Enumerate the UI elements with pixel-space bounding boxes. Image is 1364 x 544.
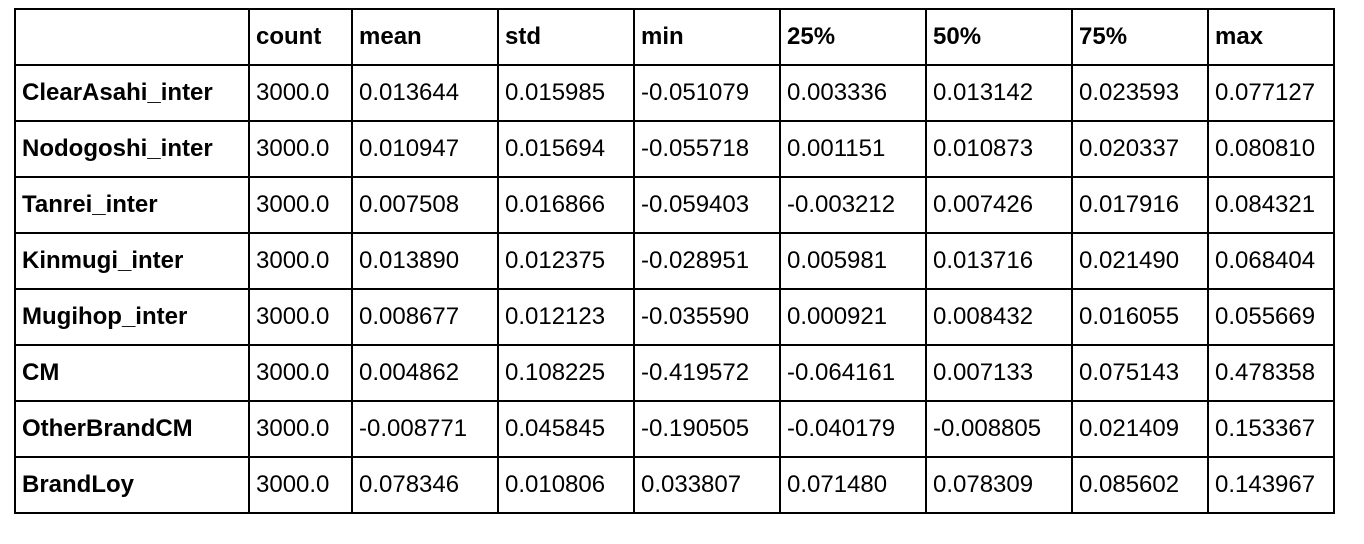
cell-75pct: 0.023593 bbox=[1071, 64, 1209, 122]
column-header-std: std bbox=[497, 8, 635, 66]
cell-25pct: -0.040179 bbox=[779, 400, 927, 458]
cell-count: 3000.0 bbox=[248, 288, 353, 346]
row-label: Nodogoshi_inter bbox=[14, 120, 250, 178]
cell-count: 3000.0 bbox=[248, 64, 353, 122]
cell-count: 3000.0 bbox=[248, 120, 353, 178]
cell-max: 0.055669 bbox=[1207, 288, 1335, 346]
column-header-min: min bbox=[633, 8, 781, 66]
cell-25pct: -0.003212 bbox=[779, 176, 927, 234]
cell-50pct: 0.010873 bbox=[925, 120, 1073, 178]
table-row: Kinmugi_inter 3000.0 0.013890 0.012375 -… bbox=[14, 232, 1335, 290]
cell-mean: -0.008771 bbox=[351, 400, 499, 458]
table-row: CM 3000.0 0.004862 0.108225 -0.419572 -0… bbox=[14, 344, 1335, 402]
row-label: OtherBrandCM bbox=[14, 400, 250, 458]
cell-50pct: 0.013142 bbox=[925, 64, 1073, 122]
cell-75pct: 0.017916 bbox=[1071, 176, 1209, 234]
table-row: ClearAsahi_inter 3000.0 0.013644 0.01598… bbox=[14, 64, 1335, 122]
table-row: Mugihop_inter 3000.0 0.008677 0.012123 -… bbox=[14, 288, 1335, 346]
cell-min: -0.035590 bbox=[633, 288, 781, 346]
cell-25pct: 0.003336 bbox=[779, 64, 927, 122]
cell-25pct: 0.071480 bbox=[779, 456, 927, 514]
cell-max: 0.080810 bbox=[1207, 120, 1335, 178]
cell-50pct: -0.008805 bbox=[925, 400, 1073, 458]
cell-min: -0.419572 bbox=[633, 344, 781, 402]
cell-max: 0.077127 bbox=[1207, 64, 1335, 122]
cell-25pct: -0.064161 bbox=[779, 344, 927, 402]
cell-count: 3000.0 bbox=[248, 456, 353, 514]
cell-std: 0.045845 bbox=[497, 400, 635, 458]
row-label: BrandLoy bbox=[14, 456, 250, 514]
table-row: BrandLoy 3000.0 0.078346 0.010806 0.0338… bbox=[14, 456, 1335, 514]
table-row: OtherBrandCM 3000.0 -0.008771 0.045845 -… bbox=[14, 400, 1335, 458]
cell-50pct: 0.013716 bbox=[925, 232, 1073, 290]
cell-count: 3000.0 bbox=[248, 176, 353, 234]
cell-mean: 0.010947 bbox=[351, 120, 499, 178]
column-header-25pct: 25% bbox=[779, 8, 927, 66]
cell-std: 0.108225 bbox=[497, 344, 635, 402]
table-row: Nodogoshi_inter 3000.0 0.010947 0.015694… bbox=[14, 120, 1335, 178]
cell-min: -0.055718 bbox=[633, 120, 781, 178]
cell-max: 0.068404 bbox=[1207, 232, 1335, 290]
row-label: Tanrei_inter bbox=[14, 176, 250, 234]
cell-75pct: 0.021490 bbox=[1071, 232, 1209, 290]
cell-std: 0.012375 bbox=[497, 232, 635, 290]
cell-max: 0.153367 bbox=[1207, 400, 1335, 458]
cell-50pct: 0.007133 bbox=[925, 344, 1073, 402]
row-label: ClearAsahi_inter bbox=[14, 64, 250, 122]
row-label: Kinmugi_inter bbox=[14, 232, 250, 290]
header-row: count mean std min 25% 50% 75% max bbox=[14, 8, 1335, 66]
column-header-mean: mean bbox=[351, 8, 499, 66]
cell-25pct: 0.000921 bbox=[779, 288, 927, 346]
cell-std: 0.015694 bbox=[497, 120, 635, 178]
cell-std: 0.016866 bbox=[497, 176, 635, 234]
cell-mean: 0.008677 bbox=[351, 288, 499, 346]
cell-75pct: 0.085602 bbox=[1071, 456, 1209, 514]
cell-count: 3000.0 bbox=[248, 400, 353, 458]
cell-75pct: 0.020337 bbox=[1071, 120, 1209, 178]
cell-50pct: 0.078309 bbox=[925, 456, 1073, 514]
cell-min: 0.033807 bbox=[633, 456, 781, 514]
column-header-75pct: 75% bbox=[1071, 8, 1209, 66]
cell-min: -0.028951 bbox=[633, 232, 781, 290]
column-header-50pct: 50% bbox=[925, 8, 1073, 66]
cell-25pct: 0.001151 bbox=[779, 120, 927, 178]
row-label: Mugihop_inter bbox=[14, 288, 250, 346]
column-header-count: count bbox=[248, 8, 353, 66]
cell-max: 0.084321 bbox=[1207, 176, 1335, 234]
describe-stats-table: count mean std min 25% 50% 75% max Clear… bbox=[14, 8, 1335, 514]
cell-min: -0.051079 bbox=[633, 64, 781, 122]
cell-std: 0.015985 bbox=[497, 64, 635, 122]
cell-mean: 0.013644 bbox=[351, 64, 499, 122]
cell-mean: 0.013890 bbox=[351, 232, 499, 290]
cell-50pct: 0.007426 bbox=[925, 176, 1073, 234]
cell-std: 0.010806 bbox=[497, 456, 635, 514]
cell-mean: 0.007508 bbox=[351, 176, 499, 234]
cell-min: -0.059403 bbox=[633, 176, 781, 234]
cell-mean: 0.078346 bbox=[351, 456, 499, 514]
table-row: Tanrei_inter 3000.0 0.007508 0.016866 -0… bbox=[14, 176, 1335, 234]
cell-75pct: 0.016055 bbox=[1071, 288, 1209, 346]
cell-std: 0.012123 bbox=[497, 288, 635, 346]
cell-mean: 0.004862 bbox=[351, 344, 499, 402]
cell-count: 3000.0 bbox=[248, 232, 353, 290]
cell-min: -0.190505 bbox=[633, 400, 781, 458]
cell-25pct: 0.005981 bbox=[779, 232, 927, 290]
row-label: CM bbox=[14, 344, 250, 402]
corner-cell bbox=[14, 8, 250, 66]
cell-count: 3000.0 bbox=[248, 344, 353, 402]
column-header-max: max bbox=[1207, 8, 1335, 66]
cell-max: 0.143967 bbox=[1207, 456, 1335, 514]
cell-75pct: 0.021409 bbox=[1071, 400, 1209, 458]
cell-50pct: 0.008432 bbox=[925, 288, 1073, 346]
cell-max: 0.478358 bbox=[1207, 344, 1335, 402]
stats-table-container: count mean std min 25% 50% 75% max Clear… bbox=[14, 8, 1335, 514]
cell-75pct: 0.075143 bbox=[1071, 344, 1209, 402]
